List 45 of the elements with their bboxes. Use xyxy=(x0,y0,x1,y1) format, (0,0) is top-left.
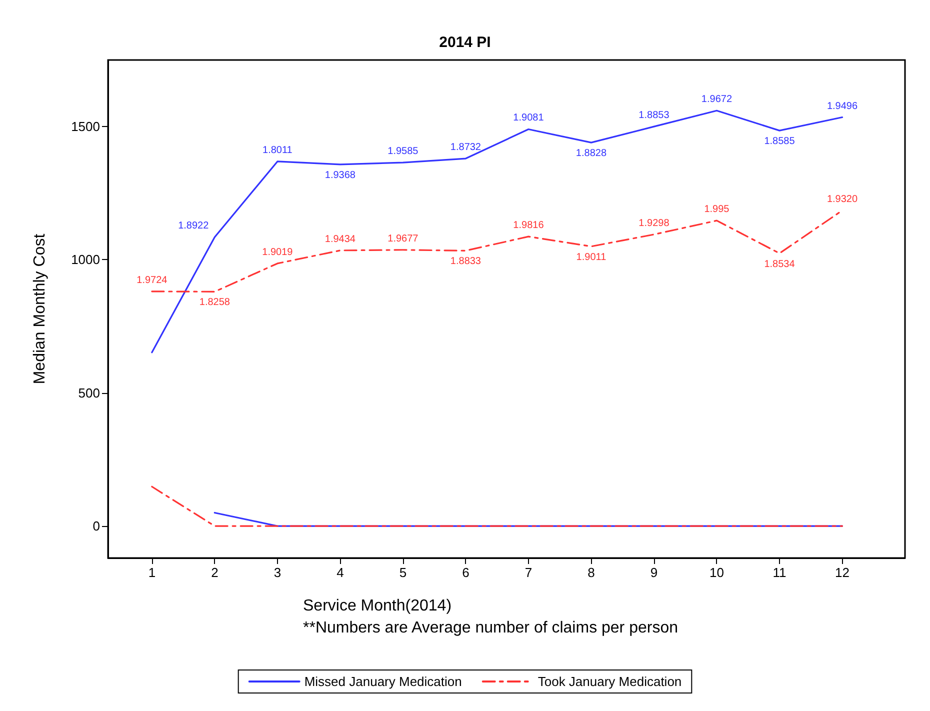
y-tick-label: 0 xyxy=(92,518,100,534)
annotation: 1.8828 xyxy=(576,148,607,160)
x-tick-label: 11 xyxy=(772,565,786,580)
x-tick-label: 3 xyxy=(274,565,282,580)
y-tick-label: 1000 xyxy=(71,252,100,268)
annotation: 1.9019 xyxy=(262,246,294,258)
y-axis-title: Median Monthly Cost xyxy=(32,233,48,384)
x-tick-label: 10 xyxy=(710,565,724,580)
annotation: 1.9298 xyxy=(638,218,670,229)
annotation: 1.9677 xyxy=(388,233,419,244)
annotation: 1.8011 xyxy=(262,144,293,156)
annotation: 1.9081 xyxy=(513,112,544,124)
legend-label: Missed January Medication xyxy=(304,674,462,689)
x-tick-label: 6 xyxy=(462,565,470,580)
annotation: 1.8922 xyxy=(178,220,210,232)
x-tick-label: 7 xyxy=(524,565,532,580)
legend-label: Took January Medication xyxy=(538,674,682,689)
y-tick-label: 500 xyxy=(78,385,100,400)
annotation: 1.9368 xyxy=(324,170,356,181)
annotation: 1.9496 xyxy=(826,100,858,112)
x-tick-label: 5 xyxy=(399,565,407,580)
x-tick-label: 4 xyxy=(336,565,344,580)
annotation: 1.9585 xyxy=(388,146,419,158)
x-axis-title: Service Month(2014) xyxy=(303,598,452,614)
annotation: 1.8732 xyxy=(450,142,482,154)
y-tick-label: 1500 xyxy=(71,119,100,134)
x-tick-label: 9 xyxy=(650,565,658,580)
annotation: 1.8534 xyxy=(764,258,796,270)
annotation: 1.8585 xyxy=(764,136,796,148)
annotation: 1.8853 xyxy=(638,110,670,122)
annotation: 1.9434 xyxy=(324,234,356,245)
annotation: 1.9816 xyxy=(513,220,544,232)
x-tick-label: 12 xyxy=(835,565,850,580)
annotation: 1.9672 xyxy=(701,94,732,106)
annotation: 1.9011 xyxy=(576,252,607,263)
x-tick-label: 2 xyxy=(211,565,218,580)
chart-title: 2014 PI xyxy=(439,34,491,51)
x-tick-label: 1 xyxy=(148,565,156,580)
x-tick-label: 8 xyxy=(588,565,595,580)
annotation: 1.8833 xyxy=(450,256,482,268)
text: **Numbers are Average number of claims per person xyxy=(303,620,678,636)
annotation: 1.9724 xyxy=(136,274,168,286)
annotation: 1.8258 xyxy=(199,297,230,308)
annotation: 1.9320 xyxy=(826,194,858,205)
annotation: 1.995 xyxy=(704,204,730,216)
